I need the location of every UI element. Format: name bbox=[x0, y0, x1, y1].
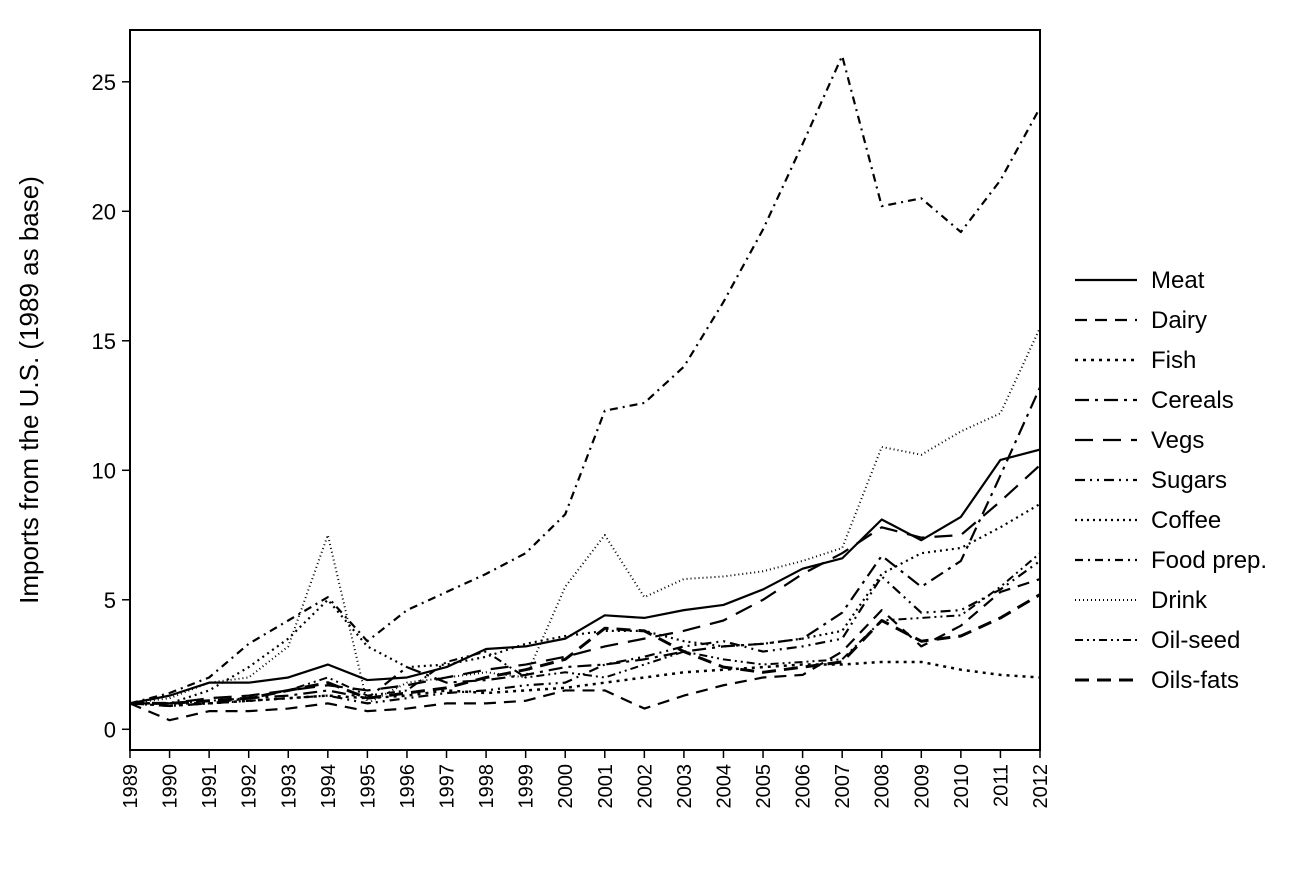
legend-label: Oil-seed bbox=[1151, 627, 1240, 654]
xtick-label: 1993 bbox=[278, 764, 300, 809]
xtick-label-group: 1997 bbox=[437, 764, 459, 809]
xtick-label: 2004 bbox=[713, 764, 735, 809]
xtick-label: 2009 bbox=[911, 764, 933, 809]
xtick-label: 2007 bbox=[832, 764, 854, 809]
xtick-label-group: 1999 bbox=[516, 764, 538, 809]
xtick-label: 1991 bbox=[199, 764, 221, 809]
ytick-label: 10 bbox=[92, 458, 116, 483]
xtick-label-group: 2010 bbox=[951, 764, 973, 809]
series-line bbox=[130, 56, 1040, 703]
xtick-label: 1992 bbox=[239, 764, 261, 809]
xtick-label: 1990 bbox=[160, 764, 182, 809]
xtick-label-group: 2007 bbox=[832, 764, 854, 809]
xtick-label-group: 1996 bbox=[397, 764, 419, 809]
legend-label: Food prep. bbox=[1151, 547, 1267, 574]
series-line bbox=[130, 465, 1040, 703]
xtick-label-group: 2011 bbox=[990, 764, 1012, 807]
xtick-label: 1999 bbox=[516, 764, 538, 809]
legend-label: Coffee bbox=[1151, 507, 1221, 534]
ytick-label: 5 bbox=[104, 588, 116, 613]
xtick-label-group: 1990 bbox=[160, 764, 182, 809]
xtick-label: 2010 bbox=[951, 764, 973, 809]
legend-label: Vegs bbox=[1151, 427, 1204, 454]
xtick-label-group: 1992 bbox=[239, 764, 261, 809]
xtick-label: 2008 bbox=[872, 764, 894, 809]
xtick-label-group: 2006 bbox=[793, 764, 815, 809]
xtick-label: 2012 bbox=[1030, 764, 1052, 809]
xtick-label-group: 2001 bbox=[595, 764, 617, 809]
xtick-label-group: 1989 bbox=[120, 764, 142, 809]
series-line bbox=[130, 595, 1040, 704]
legend-label: Meat bbox=[1151, 267, 1205, 294]
legend-label: Sugars bbox=[1151, 467, 1227, 494]
y-axis-label-group: Imports from the U.S. (1989 as base) bbox=[14, 176, 44, 604]
xtick-label: 1995 bbox=[357, 764, 379, 809]
xtick-label: 2006 bbox=[793, 764, 815, 809]
xtick-label: 2000 bbox=[555, 764, 577, 809]
xtick-label: 2003 bbox=[674, 764, 696, 809]
series-line bbox=[130, 328, 1040, 704]
xtick-label-group: 2003 bbox=[674, 764, 696, 809]
legend-label: Drink bbox=[1151, 587, 1208, 614]
xtick-label-group: 2009 bbox=[911, 764, 933, 809]
xtick-label: 2011 bbox=[990, 764, 1012, 807]
xtick-label-group: 1994 bbox=[318, 764, 340, 809]
xtick-label: 2002 bbox=[634, 764, 656, 809]
xtick-label: 2005 bbox=[753, 764, 775, 809]
chart-container: 0 5 10 15 20 25 1989 1990 1991 1992 1993 1994 1995 19… bbox=[0, 0, 1306, 870]
xtick-label: 1996 bbox=[397, 764, 419, 809]
ytick-label: 20 bbox=[92, 199, 116, 224]
xtick-label: 1997 bbox=[437, 764, 459, 809]
xtick-label-group: 1993 bbox=[278, 764, 300, 809]
xtick-label-group: 2012 bbox=[1030, 764, 1052, 809]
xtick-label-group: 2008 bbox=[872, 764, 894, 809]
xtick-label: 2001 bbox=[595, 764, 617, 809]
xtick-label-group: 1995 bbox=[357, 764, 379, 809]
xtick-label: 1998 bbox=[476, 764, 498, 809]
xtick-label-group: 2005 bbox=[753, 764, 775, 809]
xtick-label: 1989 bbox=[120, 764, 142, 809]
ytick-label: 15 bbox=[92, 329, 116, 354]
legend-label: Cereals bbox=[1151, 387, 1234, 414]
xtick-label-group: 1998 bbox=[476, 764, 498, 809]
xtick-label-group: 1991 bbox=[199, 764, 221, 809]
legend-label: Oils-fats bbox=[1151, 667, 1239, 694]
line-chart: 0 5 10 15 20 25 1989 1990 1991 1992 1993 1994 1995 19… bbox=[0, 0, 1306, 870]
series-line bbox=[130, 504, 1040, 703]
ytick-label: 0 bbox=[104, 717, 116, 742]
xtick-label-group: 2004 bbox=[713, 764, 735, 809]
xtick-label-group: 2000 bbox=[555, 764, 577, 809]
series-line bbox=[130, 387, 1040, 706]
legend-label: Dairy bbox=[1151, 307, 1207, 334]
series-group bbox=[130, 56, 1040, 720]
xtick-label: 1994 bbox=[318, 764, 340, 809]
legend-label: Fish bbox=[1151, 347, 1196, 374]
ytick-label: 25 bbox=[92, 70, 116, 95]
y-axis-label: Imports from the U.S. (1989 as base) bbox=[14, 176, 44, 604]
xtick-label-group: 2002 bbox=[634, 764, 656, 809]
